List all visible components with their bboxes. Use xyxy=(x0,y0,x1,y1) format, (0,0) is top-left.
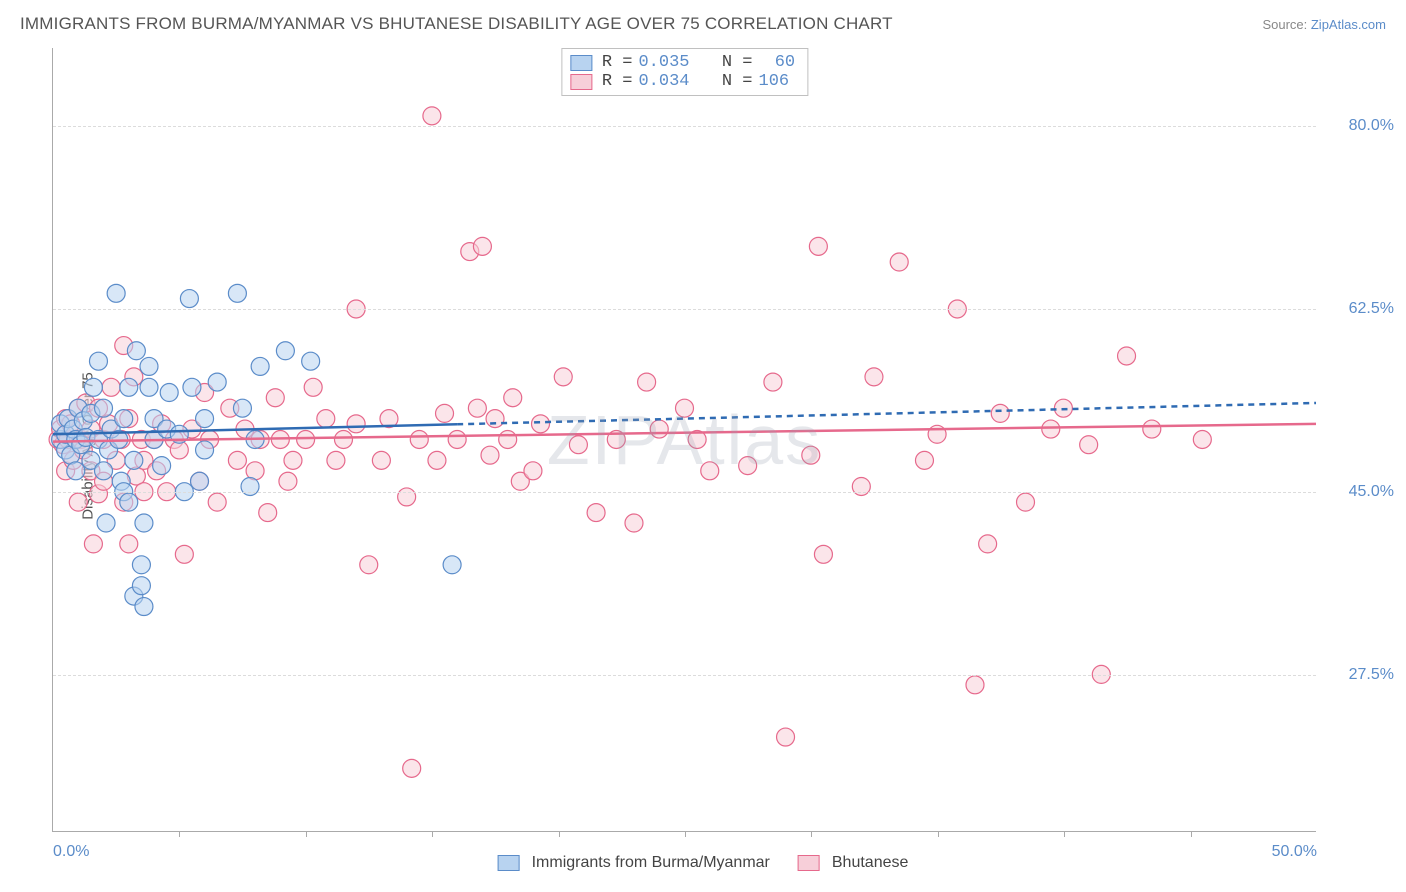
chart-svg xyxy=(53,48,1316,831)
source-link[interactable]: ZipAtlas.com xyxy=(1311,17,1386,32)
gridline xyxy=(53,492,1316,493)
xtick xyxy=(811,831,812,837)
legend-n-label: N = xyxy=(722,72,753,91)
xtick xyxy=(938,831,939,837)
xtick-label: 0.0% xyxy=(53,843,89,861)
swatch-icon xyxy=(570,74,592,90)
chart-title: IMMIGRANTS FROM BURMA/MYANMAR VS BHUTANE… xyxy=(20,14,893,34)
legend-label: Bhutanese xyxy=(832,854,909,872)
ytick-label: 62.5% xyxy=(1349,300,1394,318)
legend-n-value: 60 xyxy=(775,53,795,72)
xtick xyxy=(685,831,686,837)
legend-stat-row: R = 0.035 N = 60 xyxy=(570,53,795,72)
swatch-icon xyxy=(570,55,592,71)
ytick-label: 27.5% xyxy=(1349,666,1394,684)
gridline xyxy=(53,126,1316,127)
swatch-icon xyxy=(498,855,520,871)
legend-n-value: 106 xyxy=(759,72,790,91)
legend-stats: R = 0.035 N = 60 R = 0.034 N = 106 xyxy=(561,48,808,96)
legend-item: Immigrants from Burma/Myanmar xyxy=(498,854,770,872)
ytick-label: 45.0% xyxy=(1349,483,1394,501)
legend-item: Bhutanese xyxy=(798,854,909,872)
xtick xyxy=(306,831,307,837)
xtick xyxy=(432,831,433,837)
legend-r-value: 0.034 xyxy=(638,72,689,91)
xtick xyxy=(1064,831,1065,837)
plot-area: ZIPAtlas R = 0.035 N = 60 R = 0.034 N = … xyxy=(52,48,1316,832)
source-prefix: Source: xyxy=(1262,17,1310,32)
source: Source: ZipAtlas.com xyxy=(1262,17,1386,32)
legend-stat-row: R = 0.034 N = 106 xyxy=(570,72,795,91)
swatch-icon xyxy=(798,855,820,871)
gridline xyxy=(53,309,1316,310)
xtick xyxy=(1191,831,1192,837)
gridline xyxy=(53,675,1316,676)
legend-r-value: 0.035 xyxy=(638,53,689,72)
legend-n-label: N = xyxy=(722,53,753,72)
legend-label: Immigrants from Burma/Myanmar xyxy=(532,854,770,872)
legend-r-label: R = xyxy=(602,53,633,72)
legend-series: Immigrants from Burma/Myanmar Bhutanese xyxy=(498,854,909,872)
xtick-label: 50.0% xyxy=(1272,843,1317,861)
legend-r-label: R = xyxy=(602,72,633,91)
xtick xyxy=(179,831,180,837)
ytick-label: 80.0% xyxy=(1349,117,1394,135)
xtick xyxy=(559,831,560,837)
